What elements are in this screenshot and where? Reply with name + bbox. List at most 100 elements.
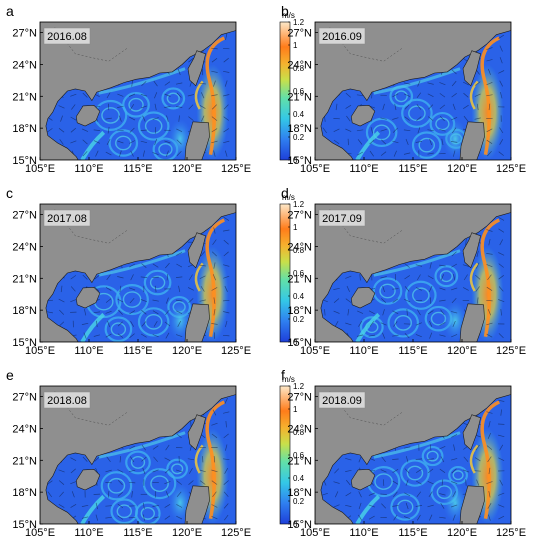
arrow: [404, 298, 411, 303]
arrow: [142, 150, 145, 157]
arrow: [199, 264, 206, 267]
arrow: [140, 140, 148, 144]
kuroshio-path: [480, 400, 501, 520]
arrow: [95, 502, 98, 510]
eddy: [401, 98, 433, 128]
arrow: [440, 503, 445, 509]
arrow: [70, 127, 77, 133]
y-tick-label: 24°N: [12, 59, 37, 71]
arrow: [499, 127, 504, 134]
y-tick-label: 18°N: [12, 487, 37, 499]
arrow: [404, 263, 410, 268]
arrow: [70, 503, 77, 508]
arrow: [415, 334, 422, 338]
arrow: [393, 514, 398, 521]
arrow: [406, 309, 408, 316]
arrow: [105, 117, 112, 120]
map-area: [315, 22, 511, 160]
arrow: [81, 516, 89, 519]
arrow: [188, 480, 194, 485]
y-tick-label: 15°N: [12, 337, 37, 349]
arrow: [441, 479, 444, 486]
arrow: [128, 287, 136, 291]
arrow: [380, 128, 387, 132]
arrow: [476, 297, 479, 304]
arrow: [416, 104, 422, 110]
x-tick-label: 115°E: [398, 345, 427, 357]
y-tick-label: 18°N: [287, 487, 312, 499]
shelf-current: [373, 249, 461, 277]
arrow: [129, 116, 136, 121]
map-area: [315, 204, 511, 342]
arrow: [415, 458, 423, 460]
arrow: [392, 298, 399, 303]
arrow: [105, 505, 112, 507]
arrow: [452, 514, 456, 521]
arrow: [439, 468, 446, 473]
arrow: [415, 322, 422, 326]
arrow: [358, 514, 363, 521]
arrow: [463, 104, 469, 109]
arrow: [487, 456, 492, 463]
eddy: [128, 97, 144, 112]
arrow: [225, 444, 228, 451]
arrow: [405, 502, 409, 510]
arrow: [94, 286, 100, 292]
eddy: [122, 91, 150, 118]
arrow: [486, 253, 493, 255]
arrow: [371, 92, 373, 99]
arrow: [211, 433, 218, 439]
arrow: [213, 80, 216, 87]
arrow: [213, 227, 216, 234]
arrow: [165, 297, 169, 304]
arrow: [427, 116, 434, 121]
arrow: [486, 299, 493, 302]
arrow: [176, 515, 183, 520]
y-tick-label: 21°N: [12, 91, 37, 103]
eddy: [101, 107, 120, 124]
arrow: [380, 276, 387, 279]
arrow: [462, 264, 470, 267]
date-label-text: 2016.09: [322, 31, 362, 43]
eddy: [365, 117, 398, 148]
land-taiwan: [187, 414, 206, 451]
arrow: [105, 516, 112, 519]
land-luzon: [459, 121, 485, 160]
colorbar-tick-label: 1: [293, 41, 298, 50]
colorbar-tick-label: 0.6: [293, 87, 305, 96]
arrow: [152, 117, 159, 120]
panel-f: 2018.09 f 105°E 110°E 115°E 120°E 125°E 15°N 18°…: [281, 367, 526, 539]
coastal-jet: [80, 494, 106, 524]
arrow: [392, 505, 399, 507]
x-tick-label: 105°E: [25, 345, 55, 357]
arrow: [404, 116, 410, 121]
coastal-jet: [80, 312, 106, 342]
x-tick-label: 110°E: [349, 163, 378, 175]
arrow: [404, 93, 411, 97]
arrow: [176, 480, 182, 485]
arrow: [141, 263, 147, 268]
arrow: [427, 275, 434, 280]
arrow: [499, 80, 504, 87]
land-taiwan: [187, 50, 206, 87]
land-mainland: [315, 204, 511, 342]
arrow: [118, 115, 122, 122]
arrow: [140, 333, 147, 338]
eddy: [143, 269, 172, 296]
arrow: [82, 128, 89, 132]
arrow: [213, 150, 216, 157]
date-label-text: 2018.09: [322, 395, 362, 407]
arrow: [165, 444, 170, 451]
arrow: [393, 491, 398, 498]
arrow: [439, 264, 446, 267]
eddy: [434, 265, 459, 288]
arrow: [176, 151, 182, 157]
arrow: [335, 103, 338, 111]
land-hainan: [350, 104, 376, 127]
land-hainan: [75, 104, 101, 127]
land-taiwan: [187, 232, 206, 269]
colorbar-tick-label: 0.8: [293, 246, 305, 255]
y-tick-label: 24°N: [12, 241, 37, 253]
eddy: [406, 465, 424, 481]
y-tick-label: 21°N: [12, 273, 37, 285]
